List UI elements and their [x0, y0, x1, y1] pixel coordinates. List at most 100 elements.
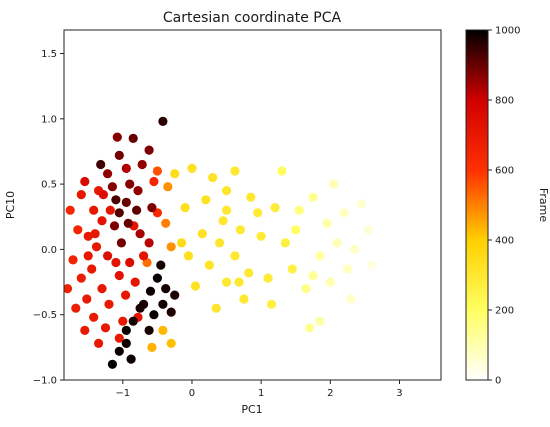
scatter-point [244, 268, 254, 278]
y-tick-label: −1.0 [33, 376, 57, 387]
scatter-point [118, 316, 128, 326]
scatter-point [130, 277, 140, 287]
scatter-point [128, 133, 138, 143]
scatter-point [170, 169, 180, 179]
plot-frame [63, 29, 442, 381]
scatter-point [100, 323, 111, 333]
scatter-point [266, 299, 277, 309]
scatter-point [263, 273, 273, 283]
scatter-point [180, 203, 190, 213]
scatter-point [163, 182, 173, 192]
scatter-point [97, 284, 107, 294]
scatter-point [97, 216, 107, 226]
scatter-point [152, 273, 162, 283]
scatter-point [114, 346, 124, 356]
y-axis: −1.0 −0.5 0.0 0.5 1.0 1.5 [33, 49, 64, 387]
scatter-point [125, 179, 135, 189]
scatter-point [107, 359, 117, 369]
scatter-point [277, 166, 287, 176]
y-tick-label: 1.0 [41, 114, 57, 125]
scatter-point [76, 273, 86, 283]
scatter-point [325, 277, 335, 287]
x-axis: −1 0 1 2 3 [115, 380, 403, 399]
scatter-point [253, 208, 263, 218]
scatter-point [349, 244, 360, 254]
scatter-point [139, 251, 149, 261]
scatter-point [187, 163, 197, 173]
scatter-point [161, 218, 171, 228]
colorbar-tick-label: 200 [495, 306, 514, 317]
scatter-point [158, 299, 168, 309]
y-tick-label: 0.5 [41, 180, 57, 191]
x-tick-label: 3 [396, 388, 402, 399]
scatter-point [89, 205, 99, 215]
y-tick-label: −0.5 [33, 310, 57, 321]
scatter-point [107, 182, 117, 192]
scatter-point [291, 225, 301, 235]
scatter-point [329, 179, 339, 189]
scatter-point [121, 197, 131, 207]
scatter-point [144, 325, 154, 335]
scatter-point [246, 192, 256, 202]
scatter-point [80, 176, 90, 187]
scatter-point [346, 294, 356, 304]
scatter-point [144, 238, 154, 248]
scatter-point [230, 251, 240, 261]
colorbar-axis: 0 200 400 600 800 1000 [488, 26, 520, 387]
scatter-point [125, 257, 135, 268]
scatter-point [152, 166, 162, 176]
scatter-point [315, 251, 325, 261]
scatter-point [82, 294, 92, 304]
chart-title: Cartesian coordinate PCA [163, 10, 342, 26]
scatter-point [322, 218, 332, 228]
scatter-point [121, 325, 131, 335]
x-tick-label: 2 [327, 388, 333, 399]
scatter-point [103, 169, 113, 179]
scatter-point [114, 208, 124, 218]
scatter-point [80, 325, 90, 335]
scatter-point [71, 303, 81, 313]
scatter-point [222, 205, 232, 215]
scatter-point [104, 299, 114, 309]
scatter-point [170, 290, 180, 300]
scatter-point [65, 205, 75, 215]
scatter-point [301, 284, 311, 294]
scatter-point [116, 238, 126, 248]
y-axis-label: PC10 [4, 191, 17, 219]
scatter-point [114, 150, 124, 160]
scatter-point [145, 286, 156, 296]
scatter-point [87, 264, 97, 274]
scatter-point [147, 342, 157, 352]
scatter-point [114, 333, 124, 343]
scatter-point [121, 163, 131, 173]
scatter-point [270, 203, 280, 213]
scatter-point [76, 190, 86, 200]
x-tick-label: 0 [189, 388, 195, 399]
scatter-point [197, 229, 207, 239]
scatter-point [89, 312, 99, 322]
scatter-point [149, 310, 159, 320]
scatter-point [158, 325, 168, 335]
scatter-point [103, 251, 113, 261]
scatter-point [280, 238, 290, 248]
scatter-point [177, 238, 187, 248]
colorbar-tick-label: 800 [495, 96, 514, 107]
scatter-point [308, 192, 318, 202]
scatter-point [64, 284, 73, 294]
scatter-points [64, 116, 377, 369]
scatter-point [73, 225, 83, 235]
scatter-point [201, 195, 211, 205]
x-tick-label: −1 [115, 388, 130, 399]
colorbar-tick-label: 400 [495, 236, 514, 247]
scatter-point [137, 159, 147, 170]
scatter-point [158, 116, 168, 126]
scatter-point [114, 270, 124, 281]
scatter-point [121, 290, 131, 300]
scatter-point [230, 166, 240, 176]
scatter-point [222, 186, 232, 196]
scatter-point [294, 205, 304, 215]
scatter-point [215, 238, 225, 248]
scatter-point [356, 199, 366, 209]
scatter-point [190, 281, 200, 291]
scatter-point [166, 307, 176, 317]
